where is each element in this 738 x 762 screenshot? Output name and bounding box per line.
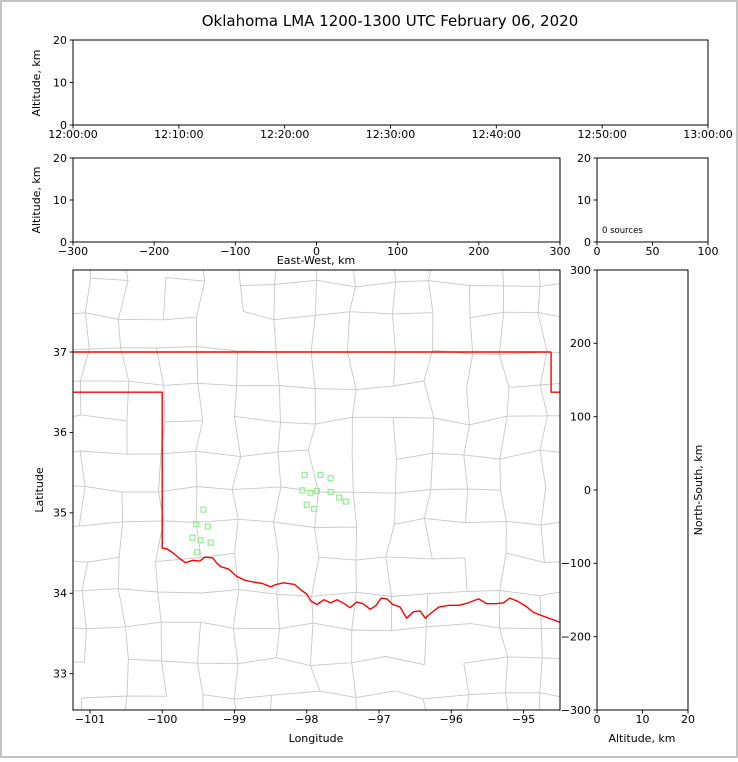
lma-station-marker — [317, 471, 324, 479]
time-height-x-tick-label: 12:10:00 — [154, 128, 203, 141]
plan-view-map-x-tick-label: −100 — [147, 713, 177, 726]
time-height-x-tick-label: 12:20:00 — [260, 128, 309, 141]
oklahoma-state-boundary — [550, 352, 560, 393]
plan-view-map-x-tick-label: −95 — [512, 713, 535, 726]
lma-station-marker — [327, 488, 334, 496]
lma-station-marker — [200, 506, 207, 513]
time-height-y-tick-label: 10 — [53, 76, 67, 89]
altitude-north-south-y-tick-label: −200 — [561, 630, 591, 643]
ns-height-ylabel: North-South, km — [692, 445, 705, 536]
altitude-north-south-x-tick-label: 0 — [594, 713, 601, 726]
altitude-north-south-y-tick-label: 0 — [584, 484, 591, 497]
lma-station-marker — [197, 537, 204, 544]
east-west-height-x-tick-label: 0 — [313, 245, 320, 258]
time-height-x-tick-label: 12:50:00 — [577, 128, 626, 141]
time-height-ylabel: Altitude, km — [30, 49, 43, 116]
oklahoma-state-boundary — [73, 391, 560, 623]
east-west-height-x-tick-label: −200 — [139, 245, 169, 258]
plan-view-map-x-tick-label: −99 — [223, 713, 246, 726]
altitude-histogram-y-tick-label: 20 — [577, 152, 591, 165]
altitude-north-south-y-tick-label: 300 — [570, 264, 591, 277]
lma-station-marker — [301, 471, 308, 479]
altitude-north-south-y-tick-label: −100 — [561, 557, 591, 570]
altitude-north-south-y-tick-label: −300 — [561, 704, 591, 717]
panels-layer: 12:00:00 12:10:00 12:20:00 12:30:00 12:40:00… — [48, 34, 732, 726]
altitude-histogram-x-tick-label: 50 — [646, 245, 660, 258]
map-xlabel: Longitude — [289, 732, 344, 745]
map-ylabel: Latitude — [33, 467, 46, 513]
lma-station-marker — [207, 539, 214, 546]
time-height-x-tick-label: 12:00:00 — [48, 128, 97, 141]
plan-view-map-x-tick-label: −96 — [440, 713, 463, 726]
lma-station-marker — [204, 523, 211, 530]
east-west-height-x-tick-label: 100 — [387, 245, 408, 258]
lma-station-marker — [327, 475, 334, 482]
altitude-histogram-frame — [596, 157, 709, 243]
lma-station-marker — [307, 489, 314, 496]
lma-station-marker — [193, 520, 200, 528]
plan-view-map-x-tick-label: −98 — [295, 713, 318, 726]
time-height-x-tick-label: 12:40:00 — [472, 128, 521, 141]
plan-view-map-y-tick-label: 33 — [53, 667, 67, 680]
altitude-north-south-x-tick-label: 10 — [636, 713, 650, 726]
altitude-north-south-frame — [596, 269, 689, 711]
east-west-height-xlabel: East-West, km — [277, 254, 355, 267]
lma-station-marker — [342, 498, 349, 505]
altitude-histogram-y-tick-label: 0 — [584, 236, 591, 249]
labels-layer: Oklahoma LMA 1200-1300 UTC February 06, … — [30, 12, 705, 745]
lma-station-marker — [310, 505, 318, 512]
map-layer — [73, 270, 560, 710]
time-height-frame — [72, 39, 709, 126]
plan-view-map-y-tick-label: 35 — [53, 507, 67, 520]
east-west-height-y-tick-label: 10 — [53, 194, 67, 207]
east-west-height-x-tick-label: 200 — [468, 245, 489, 258]
plan-view-map-x-tick-label: −101 — [75, 713, 105, 726]
altitude-north-south-y-tick-label: 100 — [570, 410, 591, 423]
east-west-height-x-tick-label: −100 — [220, 245, 250, 258]
altitude-histogram-x-tick-label: 100 — [698, 245, 719, 258]
time-height-y-tick-label: 20 — [53, 34, 67, 47]
east-west-height-frame — [72, 157, 561, 243]
plan-view-map-x-tick-label: −97 — [367, 713, 390, 726]
source-count-annotation: 0 sources — [602, 226, 643, 236]
lma-station-marker — [336, 494, 343, 501]
time-height-x-tick-label: 12:30:00 — [366, 128, 415, 141]
time-height-y-tick-label: 0 — [60, 119, 67, 132]
altitude-histogram-x-tick-label: 0 — [594, 245, 601, 258]
time-height-x-tick-label: 13:00:00 — [683, 128, 732, 141]
east-west-height-ylabel: Altitude, km — [30, 166, 43, 233]
plan-view-map-y-tick-label: 34 — [53, 587, 67, 600]
lma-station-marker — [193, 549, 201, 556]
lma-station-marker — [313, 488, 320, 495]
ns-height-xlabel: Altitude, km — [608, 732, 675, 745]
county-boundaries — [73, 270, 560, 710]
plan-view-map-y-tick-label: 37 — [53, 346, 67, 359]
east-west-height-x-tick-label: 300 — [550, 245, 571, 258]
altitude-histogram-y-tick-label: 10 — [577, 194, 591, 207]
figure-title: Oklahoma LMA 1200-1300 UTC February 06, … — [202, 12, 579, 30]
altitude-north-south-x-tick-label: 20 — [681, 713, 695, 726]
plan-view-map-frame — [72, 269, 561, 711]
lma-station-marker — [303, 501, 310, 508]
east-west-height-y-tick-label: 0 — [60, 236, 67, 249]
east-west-height-x-tick-label: −300 — [58, 245, 88, 258]
plan-view-map-y-tick-label: 36 — [53, 426, 67, 439]
altitude-north-south-y-tick-label: 200 — [570, 337, 591, 350]
lma-station-marker — [299, 487, 306, 494]
east-west-height-y-tick-label: 20 — [53, 152, 67, 165]
lma-station-marker — [189, 534, 196, 541]
